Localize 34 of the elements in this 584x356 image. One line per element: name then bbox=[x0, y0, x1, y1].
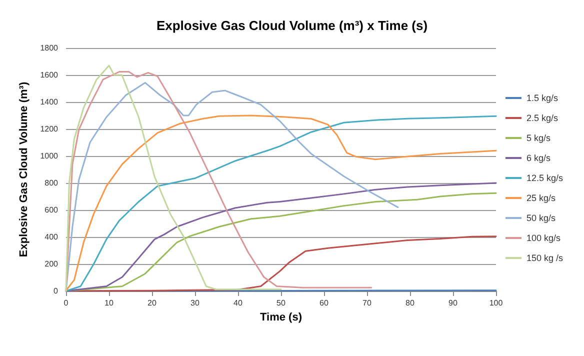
y-tick-label: 1800 bbox=[40, 44, 59, 52]
y-tick-label: 200 bbox=[44, 260, 59, 268]
x-tick-label: 100 bbox=[489, 298, 504, 308]
x-tick-label: 10 bbox=[104, 298, 114, 308]
line-series bbox=[65, 64, 282, 292]
x-tick-label: 30 bbox=[190, 298, 200, 308]
y-tick-label: 400 bbox=[44, 232, 59, 242]
chart-title: Explosive Gas Cloud Volume (m³) x Time (s) bbox=[156, 18, 428, 33]
y-tick-label: 1600 bbox=[40, 70, 59, 80]
y-tick-label: 1200 bbox=[40, 124, 59, 134]
x-tick-label: 50 bbox=[276, 298, 286, 308]
x-tick-label: 40 bbox=[234, 298, 243, 308]
x-tick-label: 80 bbox=[406, 298, 415, 308]
legend-label: 25 kg/s bbox=[526, 193, 556, 203]
legend-label: 50 kg/s bbox=[526, 213, 556, 223]
x-tick-label: 0 bbox=[64, 298, 69, 308]
legend-label: 6 kg/s bbox=[526, 153, 551, 163]
x-tick-label: 90 bbox=[448, 298, 458, 308]
x-axis-title: Time (s) bbox=[260, 311, 302, 324]
x-tick-label: 70 bbox=[362, 298, 372, 308]
y-tick-label: 600 bbox=[44, 206, 59, 214]
x-tick-label: 20 bbox=[148, 298, 157, 308]
x-tick-label: 60 bbox=[320, 298, 329, 308]
legend-label: 1.5 kg/s bbox=[526, 93, 558, 103]
legend-label: 100 kg/s bbox=[526, 233, 561, 243]
y-tick-label: 1000 bbox=[40, 152, 59, 160]
legend-label: 150 kg /s bbox=[526, 253, 564, 263]
y-axis-title: Explosive Gas Cloud Volume (m³) bbox=[18, 82, 30, 258]
legend-label: 5 kg/s bbox=[526, 133, 551, 143]
y-tick-label: 800 bbox=[44, 178, 59, 188]
legend-label: 12.5 kg/s bbox=[526, 173, 564, 183]
y-tick-label: 0 bbox=[54, 286, 59, 296]
legend-label: 2.5 kg/s bbox=[526, 113, 558, 123]
y-tick-label: 1400 bbox=[40, 98, 59, 106]
